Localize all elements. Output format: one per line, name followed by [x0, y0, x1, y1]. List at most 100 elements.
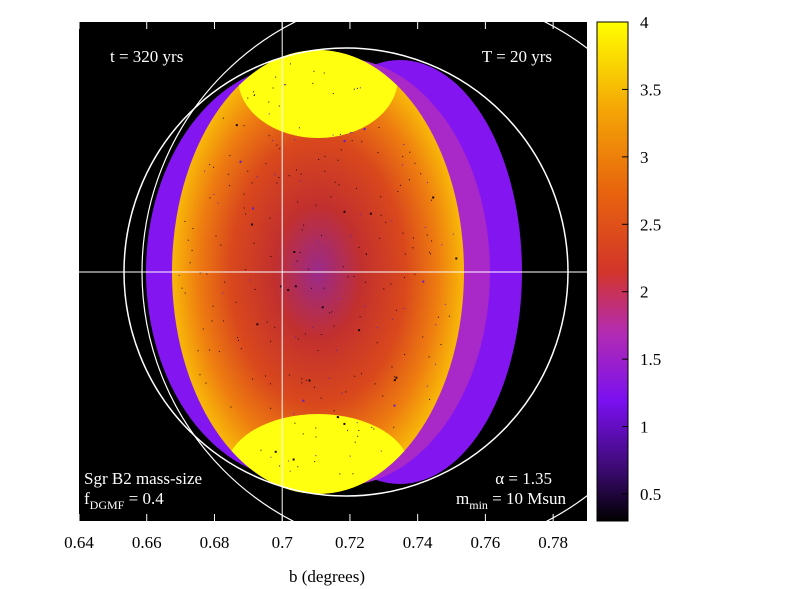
colorbar-tick-label: 3 [640, 148, 649, 167]
heatmap-speck [252, 207, 254, 210]
heatmap-speck [422, 280, 425, 283]
heatmap-speck [301, 382, 303, 384]
heatmap-speck [363, 128, 366, 131]
heatmap-caps [226, 50, 410, 494]
heatmap-speck [270, 340, 272, 342]
heatmap-speck [429, 398, 431, 400]
heatmap-speck [391, 220, 393, 222]
heatmap-speck [294, 139, 295, 141]
heatmap-speck [289, 63, 291, 65]
heatmap-speck [403, 276, 405, 278]
heatmap-speck [215, 235, 217, 237]
heatmap-speck [289, 470, 291, 472]
heatmap-speck [345, 391, 347, 393]
colorbar-tick-label: 2 [640, 283, 649, 302]
heatmap-speck [268, 113, 270, 115]
heatmap-speck [311, 287, 312, 289]
heatmap-speck [276, 182, 278, 184]
heatmap-speck [222, 292, 224, 294]
heatmap-speck [334, 181, 336, 183]
heatmap-speck [441, 244, 443, 246]
x-tick-label: 0.78 [538, 533, 568, 552]
heatmap-speck [428, 356, 430, 358]
heatmap-speck [305, 379, 307, 381]
heatmap-speck [448, 315, 450, 317]
heatmap-speck [254, 288, 256, 290]
heatmap-speck [304, 333, 306, 335]
heatmap-speck [235, 124, 238, 127]
x-tick-label: 0.7 [272, 533, 294, 552]
heatmap-speck [352, 473, 354, 475]
heatmap-speck [349, 455, 351, 457]
heatmap-speck [199, 374, 201, 376]
heatmap-speck [184, 292, 186, 294]
heatmap-speck [422, 336, 424, 338]
heatmap-speck [336, 416, 339, 418]
heatmap-speck [354, 375, 356, 377]
heatmap-speck [380, 196, 382, 198]
heatmap-speck [333, 410, 335, 412]
heatmap-speck [229, 185, 231, 187]
heatmap-speck [276, 144, 278, 146]
heatmap-speck [284, 84, 286, 86]
annotation-source: Sgr B2 mass-size [84, 469, 202, 488]
heatmap-speck [302, 399, 305, 402]
heatmap-speck [376, 327, 378, 329]
heatmap-speck [379, 237, 381, 239]
heatmap-speck [224, 281, 226, 283]
heatmap-speck [243, 125, 245, 127]
heatmap-speck [420, 173, 422, 175]
annotation-fdgmf: fDGMF = 0.4 [84, 489, 164, 512]
heatmap-speck [244, 269, 246, 271]
heatmap-speck [288, 374, 290, 376]
heatmap-speck [432, 196, 435, 199]
heatmap-speck [285, 84, 287, 86]
heatmap-speck [404, 354, 406, 355]
heatmap-speck [338, 298, 340, 300]
heatmap-speck [369, 212, 372, 215]
heatmap-speck [364, 305, 366, 307]
heatmap-speck [211, 320, 213, 322]
heatmap-speck [324, 170, 326, 172]
heatmap-speck [256, 176, 258, 178]
heatmap-speck [287, 460, 289, 462]
heatmap-speck [374, 383, 376, 385]
heatmap-speck [364, 281, 366, 283]
heatmap-speck [223, 320, 225, 322]
heatmap-speck [431, 240, 433, 242]
x-tick-label: 0.66 [132, 533, 162, 552]
heatmap-speck [320, 334, 322, 335]
heatmap-speck [294, 285, 297, 288]
heatmap-speck [297, 201, 299, 203]
heatmap-speck [204, 170, 206, 172]
heatmap-speck [270, 456, 272, 458]
heatmap-speck [382, 395, 384, 397]
heatmap-speck [213, 166, 214, 168]
heatmap-speck [333, 325, 335, 327]
heatmap-speck [199, 272, 201, 274]
heatmap-speck [440, 344, 442, 346]
heatmap-speck [296, 260, 298, 262]
heatmap-speck [385, 221, 387, 223]
heatmap-speck [251, 223, 254, 226]
heatmap-speck [361, 373, 362, 375]
heatmap-speck [329, 312, 331, 314]
heatmap-speck [320, 397, 322, 399]
heatmap-speck [437, 316, 439, 318]
heatmap-speck [279, 465, 281, 467]
heatmap-speck [187, 239, 189, 241]
heatmap-speck [192, 228, 194, 230]
heatmap-speck [303, 224, 305, 226]
heatmap-speck [235, 301, 237, 303]
heatmap-speck [218, 351, 220, 353]
x-tick-label: 0.74 [403, 533, 433, 552]
heatmap-speck [391, 318, 393, 320]
heatmap-speck [428, 251, 430, 253]
heatmap-speck [209, 164, 211, 166]
heatmap-speck [243, 207, 245, 209]
heatmap-speck [397, 191, 399, 193]
colorbar-tick-label: 1 [640, 418, 649, 437]
annotation-period: T = 20 yrs [482, 47, 552, 66]
heatmap-speck [249, 279, 251, 281]
heatmap-speck [350, 236, 352, 237]
